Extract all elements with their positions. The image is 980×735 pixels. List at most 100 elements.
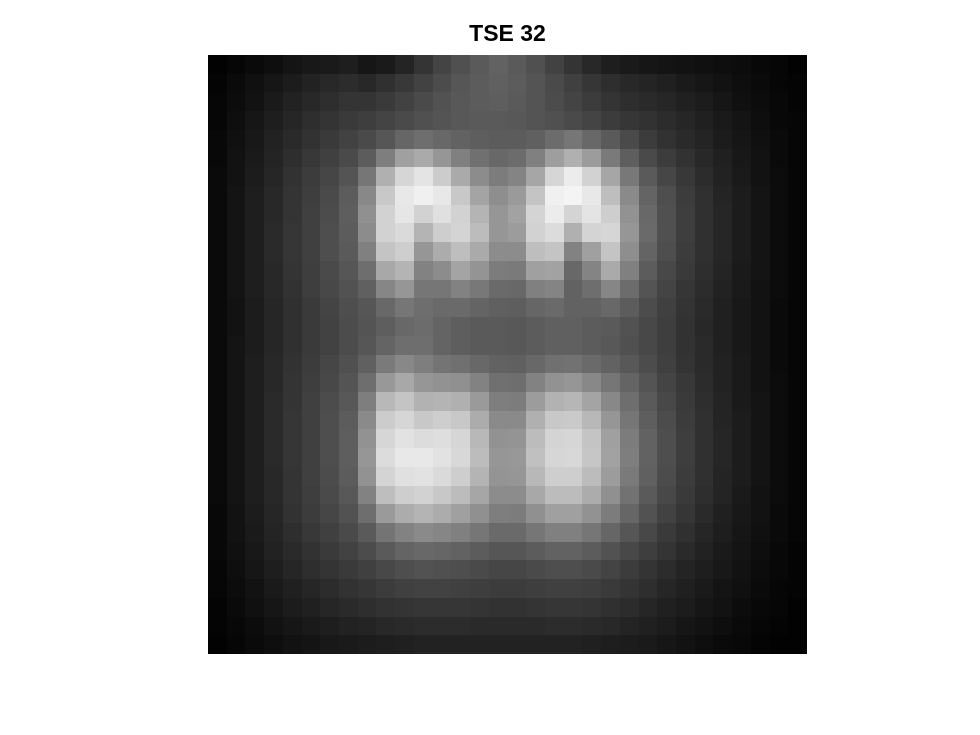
heatmap-cell — [395, 335, 414, 355]
heatmap-cell — [675, 55, 695, 74]
heatmap-cell — [694, 391, 714, 411]
heatmap-cell — [395, 242, 414, 261]
heatmap-cell — [451, 466, 471, 486]
heatmap-cell — [732, 223, 751, 243]
heatmap-cell — [544, 242, 564, 261]
chart-title: TSE 32 — [469, 20, 546, 46]
heatmap-cell — [582, 148, 602, 168]
heatmap-cell — [395, 597, 414, 617]
heatmap-cell — [544, 391, 564, 411]
heatmap-cell — [282, 485, 302, 505]
heatmap-cell — [675, 167, 695, 187]
heatmap-cell — [638, 55, 658, 74]
heatmap-cell — [301, 73, 321, 93]
heatmap-cell — [657, 223, 676, 243]
heatmap-cell — [675, 129, 695, 149]
heatmap-cell — [432, 335, 452, 355]
heatmap-cell — [282, 111, 302, 130]
heatmap-cell — [601, 560, 620, 580]
heatmap-cell — [694, 242, 714, 261]
heatmap-cell — [470, 335, 489, 355]
heatmap-cell — [451, 597, 471, 617]
heatmap-cell — [769, 448, 789, 467]
heatmap-cell — [582, 223, 602, 243]
heatmap-cell — [563, 448, 583, 467]
heatmap-cell — [563, 279, 583, 299]
heatmap-cell — [357, 317, 377, 336]
heatmap-cell — [432, 373, 452, 392]
heatmap-cell — [245, 635, 265, 654]
heatmap-cell — [357, 373, 377, 392]
heatmap-cell — [264, 55, 283, 74]
heatmap-cell — [638, 560, 658, 580]
heatmap-cell — [732, 111, 751, 130]
heatmap-cell — [432, 148, 452, 168]
heatmap-cell — [264, 92, 283, 112]
heatmap-cell — [320, 466, 340, 486]
heatmap-cell — [507, 522, 527, 542]
heatmap-cell — [208, 186, 227, 205]
heatmap-cell — [675, 616, 695, 636]
heatmap-cell — [245, 541, 265, 561]
heatmap-cell — [563, 204, 583, 224]
heatmap-cell — [208, 485, 227, 505]
heatmap-cell — [245, 223, 265, 243]
heatmap-cell — [376, 111, 396, 130]
heatmap-cell — [750, 429, 770, 449]
heatmap-cell — [432, 129, 452, 149]
heatmap-cell — [507, 167, 527, 187]
heatmap-cell — [619, 429, 639, 449]
heatmap-cell — [582, 597, 602, 617]
heatmap-cell — [544, 504, 564, 523]
heatmap-cell — [226, 635, 246, 654]
heatmap-cell — [376, 55, 396, 74]
heatmap-cell — [788, 597, 807, 617]
heatmap-cell — [657, 579, 676, 598]
heatmap-cell — [601, 73, 620, 93]
heatmap-cell — [376, 504, 396, 523]
heatmap-cell — [619, 73, 639, 93]
heatmap-cell — [657, 129, 676, 149]
heatmap-cell — [694, 111, 714, 130]
heatmap-cell — [694, 616, 714, 636]
heatmap-cell — [432, 391, 452, 411]
heatmap-cell — [544, 448, 564, 467]
heatmap-cell — [432, 541, 452, 561]
heatmap-cell — [226, 298, 246, 318]
heatmap-cell — [582, 579, 602, 598]
heatmap-cell — [432, 204, 452, 224]
heatmap-cell — [507, 111, 527, 130]
heatmap-cell — [788, 373, 807, 392]
heatmap-cell — [264, 260, 283, 280]
heatmap-cell — [619, 541, 639, 561]
heatmap-cell — [732, 279, 751, 299]
heatmap-cell — [544, 373, 564, 392]
heatmap-cell — [320, 186, 340, 205]
heatmap-cell — [657, 186, 676, 205]
heatmap-cell — [750, 129, 770, 149]
heatmap-cell — [301, 448, 321, 467]
heatmap-cell — [638, 429, 658, 449]
heatmap-cell — [750, 186, 770, 205]
heatmap-cell — [638, 260, 658, 280]
heatmap-cell — [357, 186, 377, 205]
heatmap-cell — [675, 242, 695, 261]
heatmap-cell — [769, 111, 789, 130]
heatmap-cell — [339, 448, 358, 467]
heatmap-cell — [563, 129, 583, 149]
heatmap-cell — [488, 148, 508, 168]
heatmap-cell — [769, 129, 789, 149]
heatmap-cell — [395, 204, 414, 224]
heatmap-cell — [395, 129, 414, 149]
heatmap-cell — [395, 616, 414, 636]
heatmap-cell — [507, 260, 527, 280]
heatmap-cell — [208, 560, 227, 580]
heatmap-cell — [675, 186, 695, 205]
heatmap-cell — [657, 466, 676, 486]
heatmap-cell — [339, 466, 358, 486]
heatmap-cell — [563, 429, 583, 449]
heatmap-cell — [507, 429, 527, 449]
heatmap-cell — [301, 92, 321, 112]
heatmap-cell — [526, 522, 545, 542]
heatmap-cell — [395, 391, 414, 411]
